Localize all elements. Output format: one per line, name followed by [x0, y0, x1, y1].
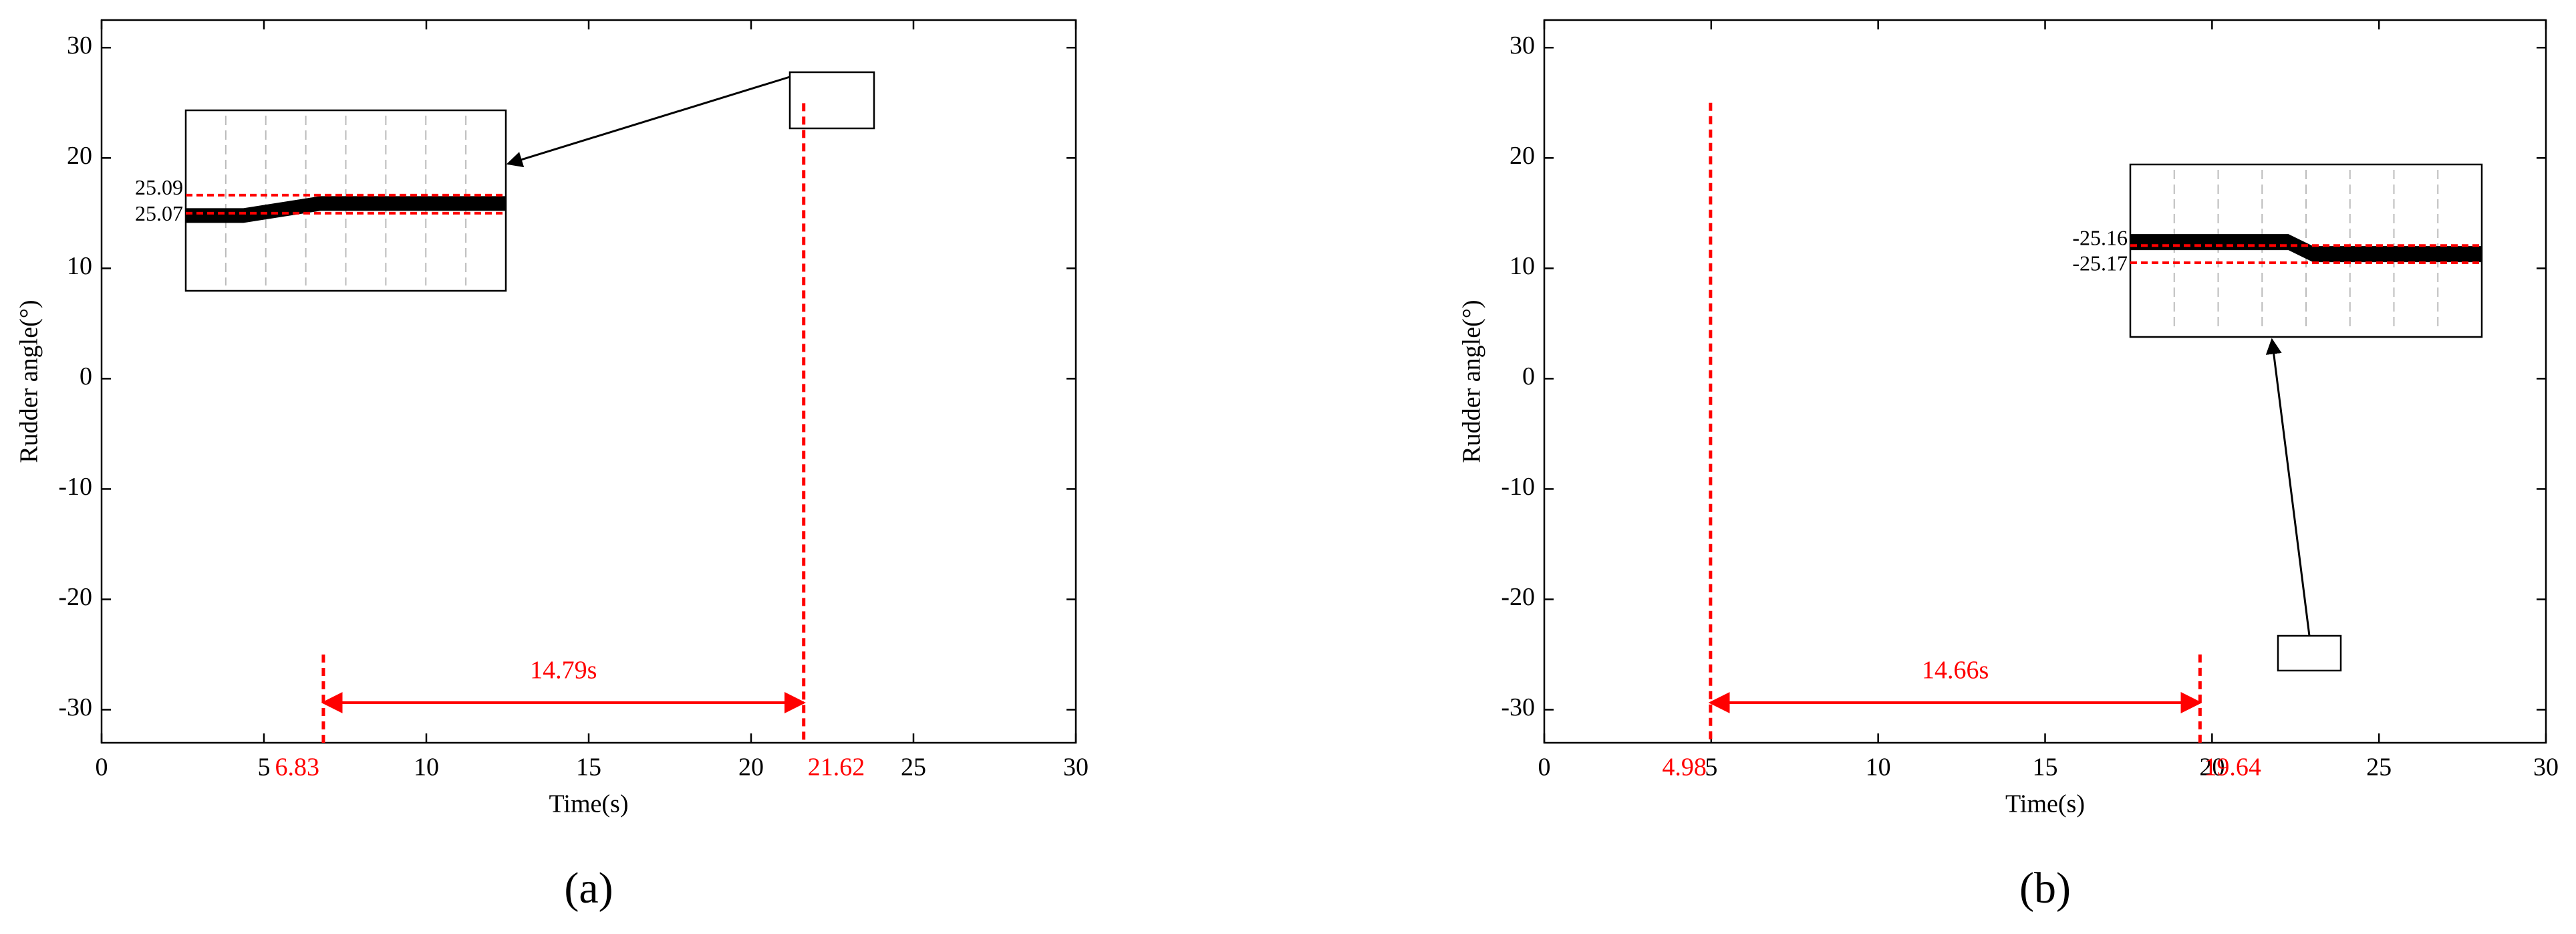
x-tick-label: 15: [2033, 753, 2058, 782]
x-axis-label: Time(s): [2005, 790, 2085, 818]
zoom-box: [2277, 634, 2342, 672]
y-tick-label: -20: [58, 583, 92, 611]
y-tick-label: 10: [67, 252, 92, 280]
y-tick-label: 30: [67, 31, 92, 60]
x-tick-label: 0: [1538, 753, 1551, 782]
y-tick-label: -10: [58, 473, 92, 501]
y-axis-label: Rudder angle(°): [15, 300, 43, 463]
zoom-box: [789, 71, 875, 130]
y-tick-label: 20: [1510, 142, 1535, 170]
zoom-arrow: [506, 76, 791, 168]
x-tick-label: 25: [2366, 753, 2392, 782]
y-axis-label: Rudder angle(°): [1458, 300, 1486, 463]
x-tick-label: 15: [576, 753, 601, 782]
x-axis-label: Time(s): [549, 790, 629, 818]
marker-label: 19.64: [2204, 753, 2261, 782]
inset-label: -25.17: [2072, 251, 2128, 275]
inset-label: 25.09: [135, 175, 183, 199]
inset-label: 25.07: [135, 201, 183, 225]
x-tick-label: 0: [96, 753, 108, 782]
y-tick-label: 20: [67, 142, 92, 170]
y-tick-label: 0: [80, 362, 92, 390]
x-tick-label: 10: [1866, 753, 1891, 782]
zoom-arrow: [2265, 338, 2311, 636]
x-tick-label: 25: [901, 753, 926, 782]
y-tick-label: -30: [58, 693, 92, 721]
y-tick-label: 0: [1522, 362, 1535, 390]
x-tick-label: 5: [258, 753, 271, 782]
inset-label: -25.16: [2072, 226, 2128, 250]
y-tick-label: -30: [1501, 693, 1535, 721]
marker-label: 6.83: [275, 753, 319, 782]
marker-label: 21.62: [808, 753, 865, 782]
x-tick-label: 10: [414, 753, 439, 782]
x-tick-label: 30: [1063, 753, 1089, 782]
y-tick-label: -20: [1501, 583, 1535, 611]
plot-frame: [1543, 19, 2547, 744]
inset-band: [2130, 234, 2482, 263]
panel-label: (a): [564, 864, 613, 913]
inset-band: [186, 196, 506, 223]
y-tick-label: 30: [1510, 31, 1535, 60]
panel-label: (b): [2019, 864, 2071, 913]
x-tick-label: 30: [2533, 753, 2559, 782]
x-tick-label: 20: [2199, 753, 2225, 782]
span-label: 14.79s: [530, 657, 597, 685]
x-tick-label: 5: [1705, 753, 1717, 782]
x-tick-label: 20: [738, 753, 764, 782]
y-tick-label: 10: [1510, 252, 1535, 280]
y-tick-label: -10: [1501, 473, 1535, 501]
marker-label: 4.98: [1662, 753, 1707, 782]
span-label: 14.66s: [1922, 657, 1989, 685]
